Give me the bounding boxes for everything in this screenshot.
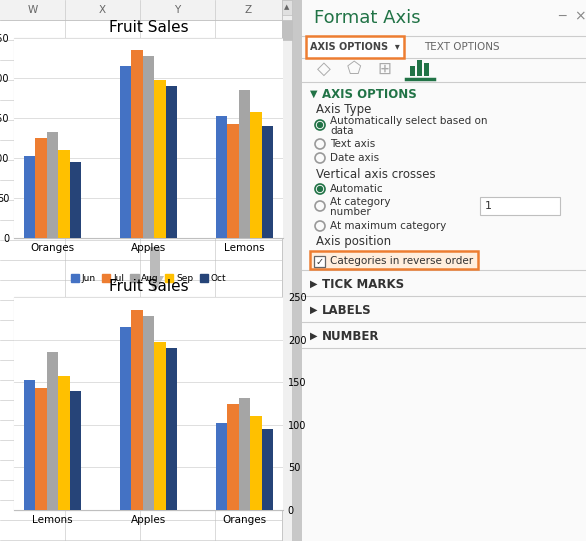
Bar <box>250 416 262 510</box>
Bar <box>70 162 81 238</box>
Bar <box>250 113 262 238</box>
Bar <box>227 404 239 510</box>
Text: Automatically select based on: Automatically select based on <box>330 116 488 126</box>
Text: At maximum category: At maximum category <box>330 221 447 231</box>
Bar <box>154 342 166 510</box>
Bar <box>14 297 283 510</box>
Bar <box>47 133 58 238</box>
Text: AXIS OPTIONS  ▾: AXIS OPTIONS ▾ <box>310 42 400 52</box>
Text: Date axis: Date axis <box>330 153 379 163</box>
Text: Vertical axis crosses: Vertical axis crosses <box>316 168 435 181</box>
Text: Z: Z <box>245 5 252 15</box>
Bar <box>143 56 154 238</box>
Bar <box>302 0 586 541</box>
Bar <box>314 256 325 267</box>
Bar <box>131 50 143 238</box>
Polygon shape <box>146 276 164 292</box>
Text: AXIS OPTIONS: AXIS OPTIONS <box>322 88 417 101</box>
Text: Text axis: Text axis <box>330 139 375 149</box>
Bar <box>310 251 478 269</box>
Bar <box>120 66 131 238</box>
Bar <box>239 90 250 238</box>
Bar <box>282 20 292 40</box>
Bar <box>23 156 35 238</box>
Text: ▲: ▲ <box>284 4 289 10</box>
Text: ▶: ▶ <box>310 305 318 315</box>
Text: NUMBER: NUMBER <box>322 329 380 342</box>
Circle shape <box>318 187 322 192</box>
Title: Fruit Sales: Fruit Sales <box>108 21 188 36</box>
Text: data: data <box>330 126 353 136</box>
Text: ─: ─ <box>558 10 565 23</box>
Text: number: number <box>330 207 371 217</box>
Text: ▶: ▶ <box>310 331 318 341</box>
Bar <box>58 376 70 510</box>
Bar <box>120 327 131 510</box>
Bar <box>23 380 35 510</box>
Text: Y: Y <box>175 5 180 15</box>
Text: Automatic: Automatic <box>330 184 384 194</box>
Text: Format Axis: Format Axis <box>314 9 421 27</box>
Bar <box>282 0 292 541</box>
Bar <box>424 63 429 76</box>
Bar <box>35 138 47 238</box>
Bar <box>227 123 239 238</box>
Bar <box>166 348 178 510</box>
Bar <box>282 0 292 15</box>
Bar <box>58 150 70 238</box>
Bar <box>154 81 166 238</box>
Bar <box>166 86 178 238</box>
Text: ×: × <box>574 9 585 23</box>
Bar <box>262 429 274 510</box>
Bar <box>14 38 283 238</box>
Text: 1: 1 <box>485 201 492 211</box>
Bar <box>417 60 422 76</box>
Text: X: X <box>99 5 106 15</box>
Text: Axis position: Axis position <box>316 235 391 248</box>
Bar <box>239 398 250 510</box>
Text: Categories in reverse order: Categories in reverse order <box>330 256 473 267</box>
Bar <box>16 488 281 502</box>
Bar <box>150 247 160 276</box>
Legend: Jun, Jul, Aug, Sep, Oct: Jun, Jul, Aug, Sep, Oct <box>67 540 230 541</box>
Bar <box>143 316 154 510</box>
Text: W: W <box>28 5 38 15</box>
Text: At category: At category <box>330 197 390 207</box>
Text: LABELS: LABELS <box>322 304 372 316</box>
Bar <box>302 0 586 36</box>
Bar <box>216 423 227 510</box>
Bar <box>410 66 415 76</box>
Bar <box>35 388 47 510</box>
Title: Fruit Sales: Fruit Sales <box>108 280 188 294</box>
Bar <box>0 0 282 20</box>
Bar <box>216 116 227 238</box>
Legend: Jun, Jul, Aug, Sep, Oct: Jun, Jul, Aug, Sep, Oct <box>67 270 230 287</box>
Bar <box>70 391 81 510</box>
Bar <box>480 197 560 215</box>
Text: ✓: ✓ <box>315 256 323 267</box>
Text: ◇: ◇ <box>317 60 331 78</box>
Text: ▼: ▼ <box>310 89 318 99</box>
Text: TEXT OPTIONS: TEXT OPTIONS <box>424 42 500 52</box>
Bar <box>262 126 274 238</box>
Text: ⊞: ⊞ <box>377 60 391 78</box>
Bar <box>47 352 58 510</box>
Text: ▶: ▶ <box>310 279 318 289</box>
Bar <box>131 310 143 510</box>
FancyBboxPatch shape <box>306 36 404 58</box>
Text: TICK MARKS: TICK MARKS <box>322 278 404 291</box>
Circle shape <box>318 122 322 128</box>
Text: ⬠: ⬠ <box>347 60 361 78</box>
Bar <box>0 0 282 541</box>
Text: Axis Type: Axis Type <box>316 103 372 116</box>
